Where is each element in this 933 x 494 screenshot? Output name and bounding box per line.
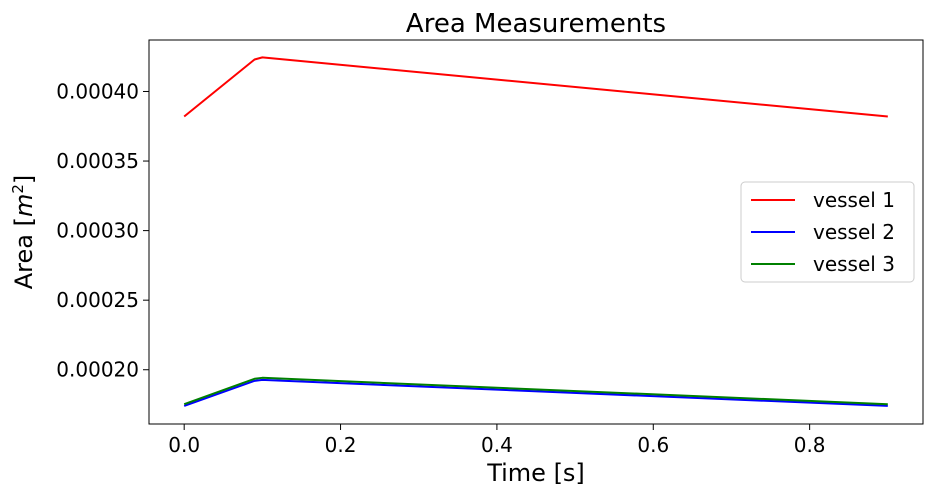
plot-area-frame: [148, 39, 924, 425]
series-layer: [183, 56, 888, 407]
chart-title: Area Measurements: [406, 9, 666, 39]
x-tick-label: 0.8: [794, 433, 826, 457]
series-line-vessel-2: [183, 378, 888, 407]
y-axis-label-close: ]: [10, 175, 38, 184]
legend-label-vessel-3: vessel 3: [813, 252, 895, 276]
x-tick-label: 0.0: [168, 433, 200, 457]
x-tick-label: 0.6: [637, 433, 669, 457]
series-line-vessel-3: [183, 376, 888, 406]
y-tick-label: 0.00040: [56, 79, 139, 103]
y-axis-label-variable: m: [10, 194, 38, 217]
y-axis-label-exponent: 2: [9, 184, 27, 194]
y-axis-label: Area [m2]: [9, 175, 38, 290]
y-tick-label: 0.00030: [56, 219, 139, 243]
y-axis-label-base: Area [: [10, 217, 38, 289]
legend-entries: vessel 1 vessel 2 vessel 3: [751, 188, 895, 276]
x-axis-label: Time [s]: [486, 459, 585, 487]
y-tick-label: 0.00025: [56, 288, 139, 312]
legend-box: [740, 181, 915, 283]
x-tick-label: 0.4: [481, 433, 513, 457]
y-tick-label: 0.00035: [56, 149, 139, 173]
x-tick-label: 0.2: [325, 433, 357, 457]
x-axis-ticks: 0.0 0.2 0.4 0.6 0.8: [168, 424, 826, 457]
y-axis-ticks: 0.00020 0.00025 0.00030 0.00035 0.00040: [56, 79, 149, 382]
legend: vessel 1 vessel 2 vessel 3: [740, 181, 915, 283]
y-tick-label: 0.00020: [56, 358, 139, 382]
legend-label-vessel-1: vessel 1: [813, 188, 895, 212]
legend-label-vessel-2: vessel 2: [813, 220, 895, 244]
series-line-vessel-1: [183, 56, 888, 118]
